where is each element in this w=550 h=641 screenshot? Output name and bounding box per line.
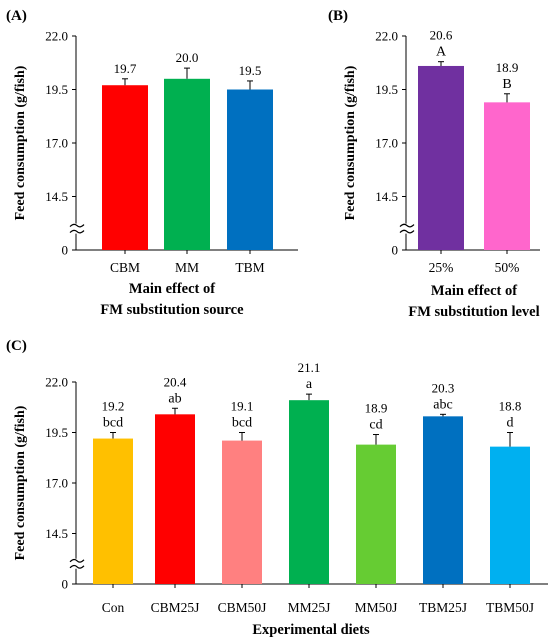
significance-label: bcd	[103, 416, 123, 431]
data-label: 19.5	[239, 63, 262, 78]
x-axis-title: FM substitution source	[100, 302, 244, 318]
significance-label: abc	[433, 397, 452, 412]
bar	[227, 89, 273, 250]
x-tick-label: CBM25J	[151, 600, 200, 615]
y-axis-title: Feed consumption (g/fish)	[13, 405, 28, 560]
x-tick-label: MM25J	[288, 600, 331, 615]
data-label: 18.8	[499, 399, 522, 414]
y-tick-label: 22.0	[45, 375, 68, 390]
data-label: 20.4	[164, 374, 187, 389]
data-label: 20.3	[432, 380, 455, 395]
y-axis-title: Feed consumption (g/fish)	[13, 65, 28, 220]
y-tick-label: 17.0	[45, 476, 68, 491]
x-axis-title: Experimental diets	[252, 622, 370, 638]
y-axis-title: Feed consumption (g/fish)	[343, 65, 358, 220]
significance-label: B	[502, 77, 511, 92]
bar	[418, 65, 464, 251]
y-tick-label: 19.5	[375, 82, 398, 97]
x-tick-label: TBM50J	[486, 600, 534, 615]
x-tick-label: TBM	[235, 260, 264, 275]
data-label: 21.1	[298, 360, 321, 375]
axis-break-mark	[69, 223, 85, 228]
x-tick-label: 25%	[429, 260, 454, 275]
bar	[423, 416, 463, 584]
x-tick-label: TBM25J	[419, 600, 467, 615]
data-label: 18.9	[496, 60, 519, 75]
x-tick-label: MM50J	[355, 600, 398, 615]
x-tick-label: CBM50J	[218, 600, 267, 615]
y-tick-label: 19.5	[45, 425, 68, 440]
y-tick-label: 19.5	[45, 82, 68, 97]
significance-label: A	[436, 45, 447, 60]
significance-label: a	[306, 377, 313, 392]
panel-label: (C)	[6, 338, 27, 354]
bar	[484, 102, 530, 250]
significance-label: cd	[369, 418, 382, 433]
axis-break-mark	[69, 229, 85, 234]
data-label: 19.1	[231, 399, 254, 414]
bar	[490, 446, 530, 584]
chart-panel-3: (C) Feed consumption (g/fish) 22.0 19.5 17.0…	[6, 338, 548, 638]
data-label: 18.9	[365, 401, 388, 416]
axis-break-mark	[399, 223, 415, 228]
bar	[289, 400, 329, 584]
axis-break-mark	[399, 229, 415, 234]
bar	[93, 438, 133, 584]
data-label: 19.2	[102, 399, 125, 414]
bar	[102, 85, 148, 250]
y-tick-label: 14.5	[375, 189, 398, 204]
chart-panel-1: (A) Feed consumption (g/fish) 22.0 19.5 17.0…	[6, 8, 298, 318]
significance-label: ab	[168, 391, 181, 406]
bar	[356, 444, 396, 584]
y-tick-label: 22.0	[375, 29, 398, 44]
y-tick-label: 22.0	[45, 29, 68, 44]
x-tick-label: MM	[175, 260, 199, 275]
chart-panel-2: (B) Feed consumption (g/fish) 22.0 19.5 17.0…	[328, 8, 540, 320]
x-axis-title: Main effect of	[129, 281, 215, 297]
bar	[155, 414, 195, 584]
y-tick-label: 0	[62, 577, 69, 592]
x-axis-title: FM substitution level	[408, 304, 539, 320]
bar	[164, 78, 210, 250]
bar	[222, 440, 262, 584]
y-tick-label: 14.5	[45, 189, 68, 204]
significance-label: bcd	[232, 416, 252, 431]
significance-label: d	[507, 416, 514, 431]
axis-break-mark	[69, 558, 85, 563]
panel-label: (B)	[328, 8, 348, 24]
data-label: 20.0	[176, 50, 199, 65]
x-axis-title: Main effect of	[431, 283, 517, 299]
y-tick-label: 17.0	[45, 136, 68, 151]
x-tick-label: 50%	[495, 260, 520, 275]
y-tick-label: 0	[392, 243, 399, 258]
x-tick-label: CBM	[110, 260, 140, 275]
data-label: 20.6	[430, 28, 453, 43]
data-label: 19.7	[114, 61, 137, 76]
axis-break-mark	[69, 564, 85, 569]
y-tick-label: 14.5	[45, 526, 68, 541]
panel-label: (A)	[6, 8, 27, 24]
x-tick-label: Con	[102, 600, 125, 615]
y-tick-label: 0	[62, 243, 69, 258]
y-tick-label: 17.0	[375, 136, 398, 151]
